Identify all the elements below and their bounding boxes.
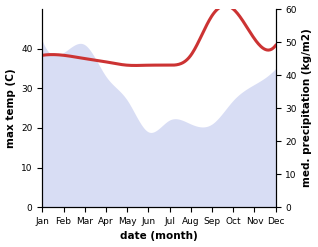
Y-axis label: med. precipitation (kg/m2): med. precipitation (kg/m2) [302,29,313,187]
Y-axis label: max temp (C): max temp (C) [5,68,16,148]
X-axis label: date (month): date (month) [120,231,198,242]
